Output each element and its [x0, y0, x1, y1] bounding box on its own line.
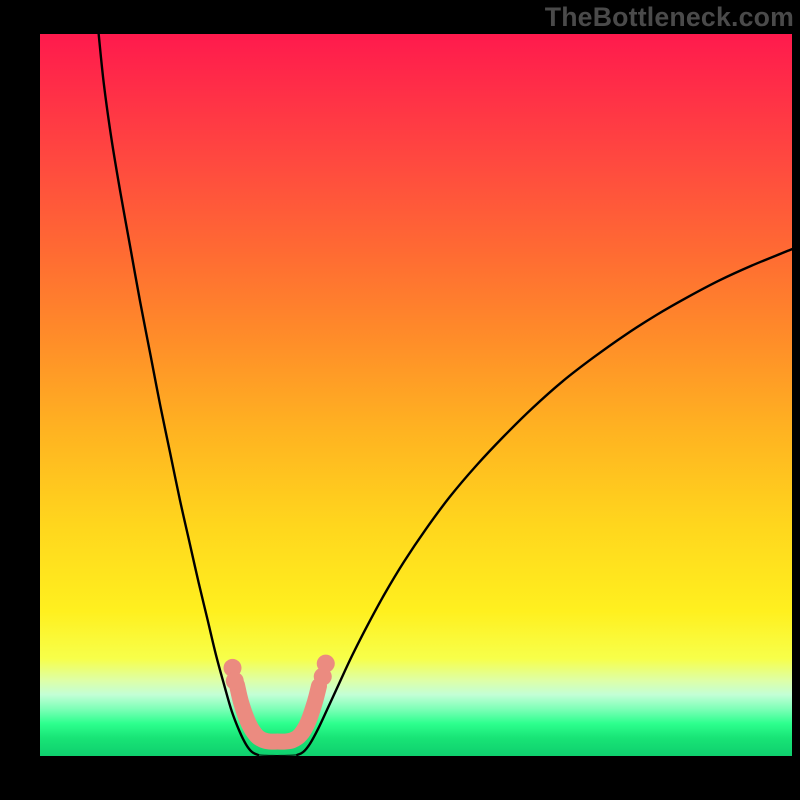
chart-stage: TheBottleneck.com — [0, 0, 800, 800]
highlight-node — [226, 672, 244, 690]
bottleneck-chart-svg — [0, 0, 800, 800]
highlight-node — [317, 655, 335, 673]
watermark-text: TheBottleneck.com — [545, 2, 794, 33]
plot-background — [40, 34, 792, 756]
curve-valley-floor — [258, 755, 297, 756]
